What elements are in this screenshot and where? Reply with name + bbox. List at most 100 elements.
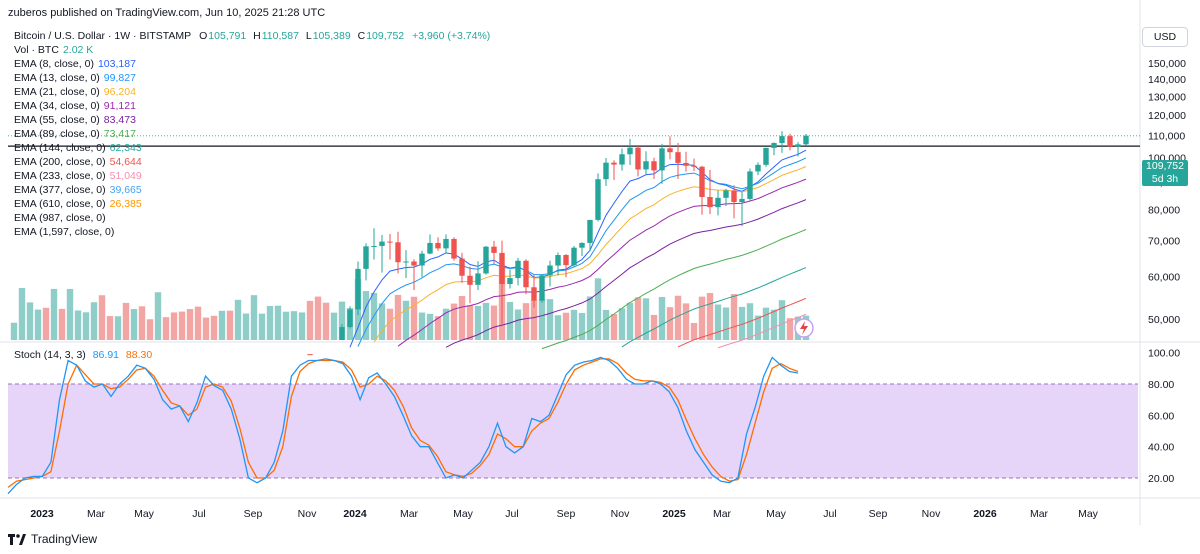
- candle-body: [339, 327, 345, 340]
- stoch-axis-tick: 100.00: [1148, 348, 1180, 360]
- tradingview-footer[interactable]: TradingView: [8, 532, 97, 546]
- volume-label: Vol · BTC: [14, 44, 59, 56]
- close-value: 109,752: [366, 30, 405, 42]
- stoch-d-value: 88.30: [125, 349, 153, 361]
- candle-body: [667, 148, 673, 153]
- candle-body: [427, 242, 433, 254]
- candle-body: [699, 166, 705, 198]
- high-value: 110,587: [261, 30, 299, 42]
- time-axis-label: Jul: [192, 508, 205, 520]
- volume-bar: [426, 313, 434, 340]
- time-axis-label: Jul: [823, 508, 836, 520]
- ema-legend-row: EMA (89, close, 0) 73,417: [14, 128, 136, 140]
- candle-body: [371, 245, 377, 247]
- volume-bar: [474, 305, 482, 340]
- volume-bar: [234, 299, 242, 340]
- ema-value: 96,204: [103, 86, 136, 98]
- ema-line: [357, 157, 807, 347]
- candle-body: [619, 154, 625, 165]
- volume-bar: [274, 305, 282, 340]
- candle-body: [571, 247, 577, 266]
- publish-info: zuberos published on TradingView.com, Ju…: [8, 7, 326, 19]
- volume-bar: [306, 300, 314, 340]
- volume-bar: [514, 309, 522, 340]
- volume-bar: [466, 305, 474, 340]
- volume-bar: [698, 296, 706, 340]
- ema-label: EMA (8, close, 0): [14, 58, 94, 70]
- volume-bar: [250, 295, 258, 340]
- ema-label: EMA (13, close, 0): [14, 72, 100, 84]
- symbol-ohlc-legend: Bitcoin / U.S. Dollar · 1W · BITSTAMP O1…: [14, 30, 491, 42]
- price-axis-tick: 150,000: [1148, 58, 1186, 70]
- volume-bar: [418, 312, 426, 340]
- candle-body: [707, 197, 713, 208]
- volume-bar: [762, 307, 770, 340]
- ema-legend-row: EMA (21, close, 0) 96,204: [14, 86, 136, 98]
- stoch-axis-tick: 80.00: [1148, 379, 1174, 391]
- ema-legend-row: EMA (610, close, 0) 26,385: [14, 198, 142, 210]
- candle-body: [515, 260, 521, 279]
- volume-bar: [690, 323, 698, 340]
- volume-bar: [10, 322, 18, 340]
- candle-body: [355, 268, 361, 310]
- time-axis-label: 2024: [343, 508, 367, 520]
- ema-value: 39,665: [109, 184, 142, 196]
- volume-bar: [82, 312, 90, 340]
- candle-body: [411, 261, 417, 266]
- candle-body: [643, 161, 649, 170]
- candle-body: [675, 152, 681, 163]
- ema-label: EMA (1,597, close, 0): [14, 226, 115, 238]
- ema-label: EMA (21, close, 0): [14, 86, 100, 98]
- volume-bar: [530, 300, 538, 340]
- volume-bar: [170, 312, 178, 340]
- volume-bar: [554, 315, 562, 340]
- time-axis-label: Mar: [87, 508, 106, 520]
- volume-bar: [258, 313, 266, 340]
- candle-body: [539, 275, 545, 301]
- candle-body: [523, 260, 529, 288]
- time-axis-label: Mar: [400, 508, 419, 520]
- lightning-icon-bolt: [800, 321, 808, 335]
- high-label: H: [253, 30, 261, 42]
- ema-label: EMA (377, close, 0): [14, 184, 106, 196]
- time-axis-label: Nov: [922, 508, 941, 520]
- candle-body: [771, 143, 777, 148]
- volume-bar: [410, 296, 418, 340]
- time-axis-label: Sep: [869, 508, 888, 520]
- candle-body: [363, 246, 369, 269]
- volume-bar: [50, 288, 58, 340]
- currency-selector[interactable]: USD: [1142, 27, 1188, 47]
- candle-body: [579, 242, 585, 248]
- ema-legend-row: EMA (13, close, 0) 99,827: [14, 72, 136, 84]
- ema-value: 54,644: [109, 156, 142, 168]
- last-price-value: 109,752: [1146, 160, 1184, 172]
- time-axis-label: 2026: [973, 508, 997, 520]
- open-label: O: [199, 30, 208, 42]
- volume-bar: [314, 296, 322, 340]
- volume-bar: [506, 301, 514, 340]
- volume-bar: [114, 316, 122, 340]
- ema-label: EMA (200, close, 0): [14, 156, 106, 168]
- volume-bar: [458, 296, 466, 340]
- volume-bar: [18, 288, 26, 340]
- ema-legend-row: EMA (200, close, 0) 54,644: [14, 156, 142, 168]
- time-axis-label: Nov: [298, 508, 317, 520]
- volume-bar: [578, 312, 586, 340]
- stoch-d-line: [7, 358, 799, 488]
- time-axis-label: Sep: [557, 508, 576, 520]
- candle-body: [739, 198, 745, 203]
- price-axis-tick: 130,000: [1148, 91, 1186, 103]
- volume-bar: [522, 303, 530, 340]
- candle-body: [651, 161, 657, 171]
- price-axis-tick: 120,000: [1148, 110, 1186, 122]
- candle-body: [467, 275, 473, 285]
- candle-body: [547, 265, 553, 276]
- volume-bar: [602, 309, 610, 340]
- ema-legend-row: EMA (233, close, 0) 51,049: [14, 170, 142, 182]
- volume-bar: [546, 299, 554, 340]
- candle-body: [763, 147, 769, 165]
- volume-bar: [586, 296, 594, 340]
- time-axis-label: May: [1078, 508, 1099, 520]
- stoch-axis-tick: 60.00: [1148, 410, 1174, 422]
